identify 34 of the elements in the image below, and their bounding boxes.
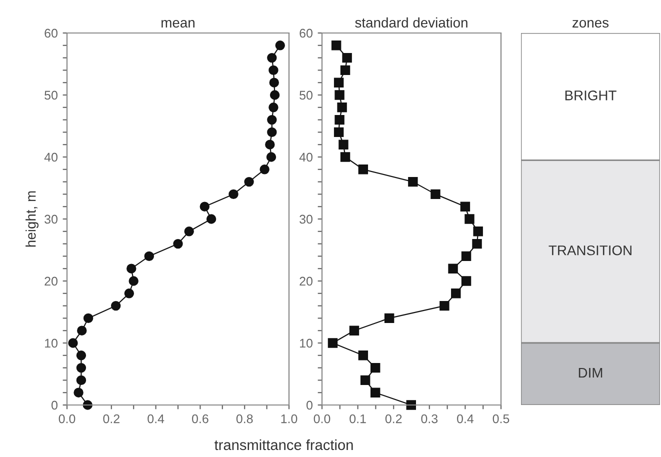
x-tick-label: 0.6 (192, 414, 208, 424)
x-tick-label: 0.1 (350, 414, 366, 424)
y-tick-label: 20 (44, 276, 58, 286)
y-tick-label: 30 (44, 214, 58, 224)
y-tick-label: 40 (44, 152, 58, 162)
chart-title: mean (162, 20, 194, 28)
x-tick-label: 0.8 (236, 414, 253, 424)
y-tick-label: 30 (300, 214, 312, 224)
y-tick-label: 20 (300, 276, 312, 286)
y-tick-label: 50 (44, 90, 58, 100)
y-axis-title: height, m (26, 191, 39, 247)
x-tick-label: 0.0 (314, 414, 330, 424)
x-tick-label: 0.0 (58, 414, 76, 424)
x-axis-title: transmittance fraction (214, 439, 353, 450)
x-tick-label: 0.3 (421, 414, 438, 424)
y-tick-label: 60 (44, 28, 58, 38)
series-label: DIM (578, 368, 602, 378)
series-label: TRANSITION (548, 245, 632, 256)
x-tick-label: 0.4 (457, 414, 474, 424)
x-tick-label: 0.4 (148, 414, 164, 424)
y-tick-label: 50 (300, 90, 312, 100)
y-tick-label: 40 (299, 152, 312, 162)
y-tick-label: 10 (45, 338, 58, 348)
x-tick-label: 0.2 (103, 414, 120, 424)
y-tick-label: 0 (306, 400, 312, 410)
chart-title: standard deviation (355, 17, 468, 28)
series-label: BRIGHT (565, 90, 616, 100)
y-tick-label: 60 (300, 28, 312, 38)
chart-title: zones (572, 20, 609, 28)
x-tick-label: 0.5 (492, 414, 510, 424)
x-tick-label: 1.0 (281, 414, 298, 424)
y-tick-label: 0 (52, 400, 58, 410)
y-tick-label: 10 (300, 338, 312, 348)
x-tick-label: 0.2 (385, 414, 402, 424)
